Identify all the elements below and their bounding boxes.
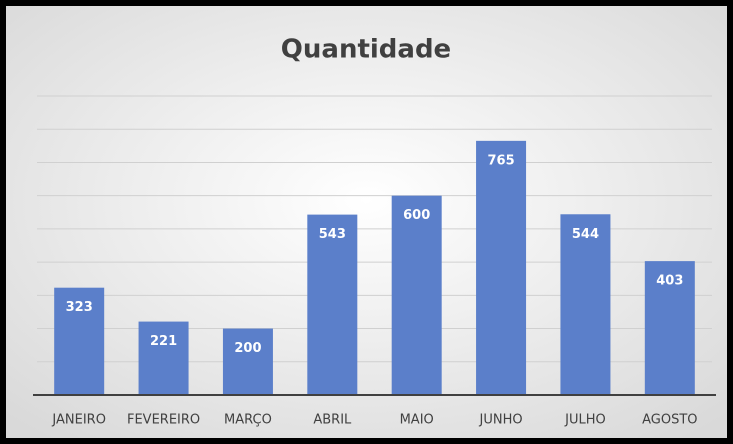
- x-tick-label: MAIO: [400, 413, 434, 428]
- value-label: 765: [487, 153, 514, 168]
- value-label: 600: [403, 208, 430, 223]
- x-tick-label: MARÇO: [224, 413, 272, 428]
- value-label: 543: [319, 227, 346, 242]
- x-tick-label: JANEIRO: [51, 413, 106, 428]
- bar: [222, 328, 273, 395]
- bar: [391, 195, 442, 395]
- value-label: 221: [150, 334, 177, 349]
- bar: [644, 261, 695, 395]
- x-tick-label: JUNHO: [479, 413, 523, 428]
- value-label: 403: [656, 274, 683, 289]
- value-label: 323: [66, 300, 93, 315]
- bar: [476, 140, 527, 395]
- bar: [560, 214, 611, 395]
- x-tick-label: FEVEREIRO: [127, 413, 200, 428]
- x-tick-label: JULHO: [564, 413, 606, 428]
- value-label: 544: [572, 227, 599, 242]
- value-label: 200: [234, 341, 261, 356]
- x-tick-label: ABRIL: [313, 413, 352, 428]
- bar: [54, 287, 105, 395]
- x-tick-label: AGOSTO: [642, 413, 697, 428]
- bar: [307, 214, 358, 395]
- chart-title: Quantidade: [281, 35, 451, 65]
- bar: [138, 321, 189, 395]
